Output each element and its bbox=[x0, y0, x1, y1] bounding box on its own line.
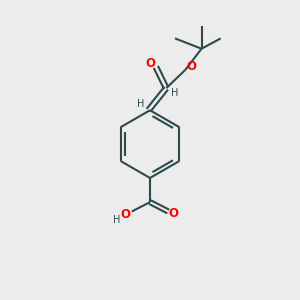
Text: O: O bbox=[146, 57, 156, 70]
Text: O: O bbox=[168, 207, 178, 220]
Text: O: O bbox=[120, 208, 130, 221]
Text: H: H bbox=[136, 99, 144, 109]
Text: O: O bbox=[186, 61, 196, 74]
Text: H: H bbox=[171, 88, 178, 98]
Text: H: H bbox=[113, 215, 120, 225]
